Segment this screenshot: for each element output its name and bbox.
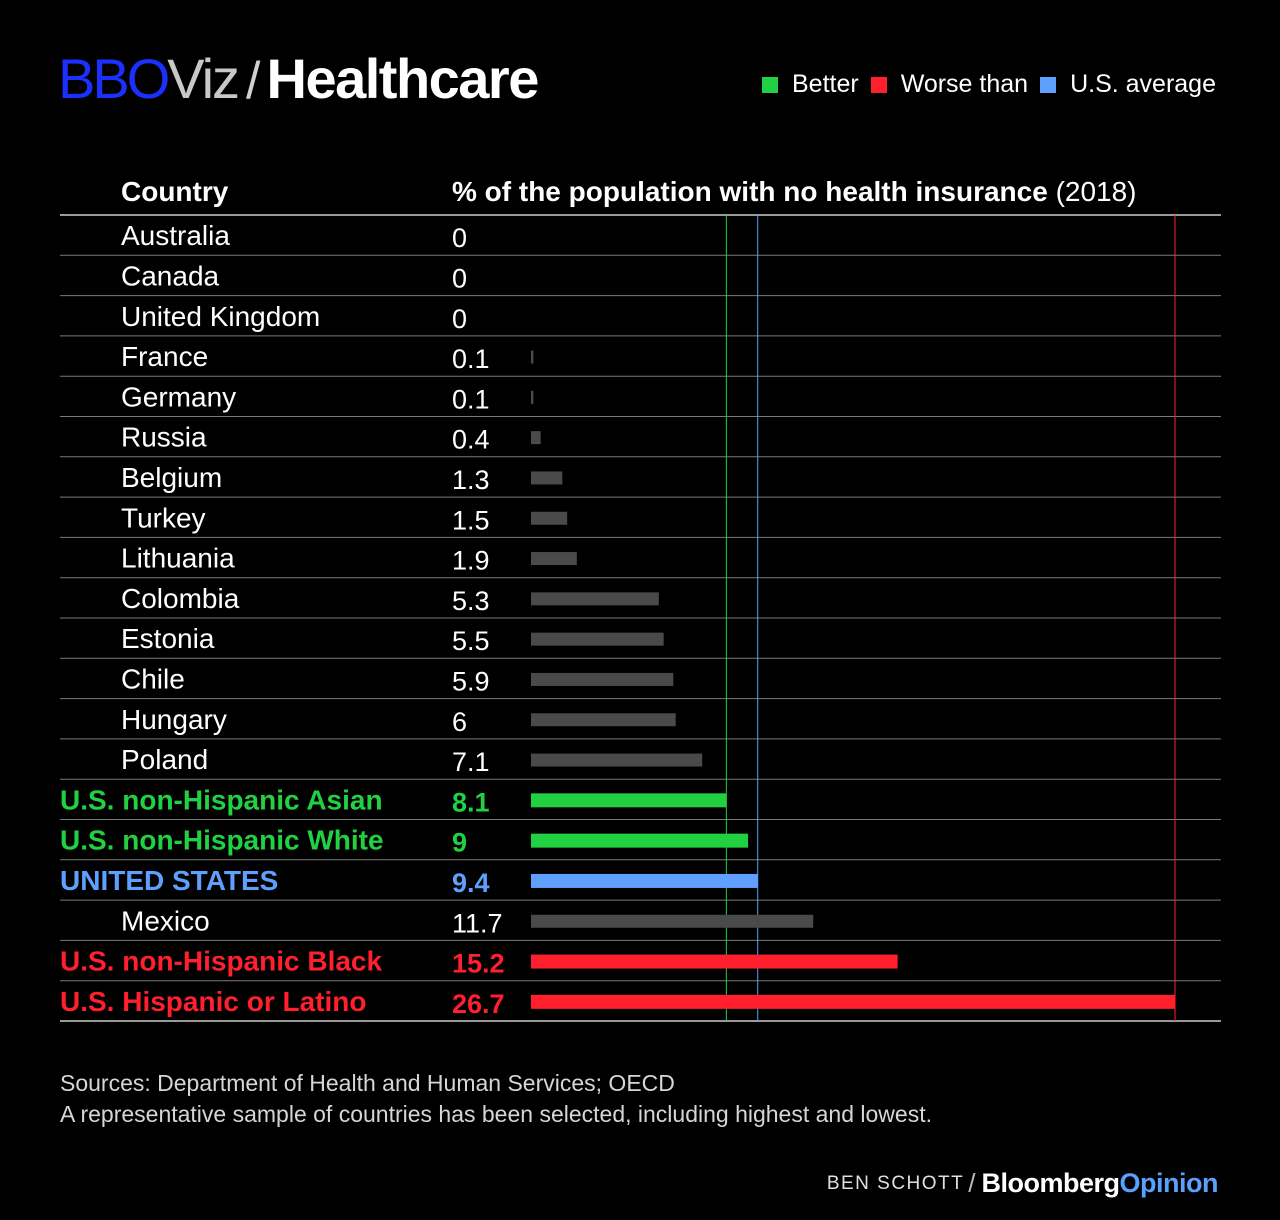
value-label: 0.4 (452, 425, 490, 455)
value-label: 0.1 (452, 344, 490, 374)
value-label: 7.1 (452, 747, 490, 777)
category-label: Hungary (121, 704, 227, 735)
legend-swatch-better (761, 76, 778, 93)
publisher-suffix: Opinion (1119, 1168, 1219, 1198)
bar (531, 672, 674, 686)
category-label: Germany (121, 381, 236, 412)
category-label: United Kingdom (121, 301, 320, 332)
category-label: UNITED STATES (60, 865, 278, 896)
value-label: 26.7 (452, 989, 505, 1019)
legend-label-better: Better (791, 70, 859, 98)
brand-name: BBO (58, 47, 170, 110)
category-label: U.S. non-Hispanic Asian (60, 784, 383, 815)
value-label: 5.3 (452, 586, 490, 616)
bar (531, 994, 1175, 1009)
bar (531, 793, 727, 808)
legend-swatch-us-average (1040, 76, 1057, 93)
category-label: U.S. non-Hispanic White (60, 825, 384, 856)
category-label: Belgium (121, 462, 222, 493)
value-label: 1.3 (452, 465, 490, 495)
bar (531, 914, 814, 928)
bar (531, 954, 898, 969)
value-label: 5.9 (452, 666, 490, 696)
category-label: Poland (121, 744, 208, 775)
author-name: BEN SCHOTT (826, 1172, 965, 1194)
value-label: 0 (452, 223, 467, 253)
topic-title: Healthcare (266, 47, 540, 110)
value-label: 1.9 (452, 546, 490, 576)
credit-separator: / (968, 1168, 976, 1198)
bar (531, 390, 534, 404)
category-label: U.S. non-Hispanic Black (60, 946, 382, 977)
brand-suffix: Viz (167, 47, 240, 110)
category-label: Canada (121, 260, 220, 291)
category-label: France (121, 341, 208, 372)
bar (531, 350, 534, 364)
column-header-country: Country (121, 176, 229, 207)
sources-note: Sources: Department of Health and Human … (60, 1070, 675, 1096)
legend-label-us-average: U.S. average (1070, 70, 1216, 98)
value-label: 11.7 (452, 908, 503, 938)
bar (531, 833, 749, 848)
value-label: 9 (452, 828, 467, 858)
category-label: Mexico (121, 905, 210, 936)
bar (531, 431, 541, 445)
legend-swatch-worse (870, 76, 887, 93)
category-label: Estonia (121, 623, 215, 654)
value-label: 0.1 (452, 384, 490, 414)
value-label: 0 (452, 263, 467, 293)
bar (531, 713, 676, 727)
value-label: 0 (452, 304, 467, 334)
value-label: 1.5 (452, 505, 490, 535)
legend: Better Worse than U.S. average (761, 70, 1216, 99)
bar (531, 632, 664, 646)
bar (531, 873, 758, 888)
category-label: U.S. Hispanic or Latino (60, 986, 366, 1017)
metric-year: (2018) (1055, 176, 1137, 207)
category-label: Australia (121, 220, 230, 251)
bar (531, 592, 659, 606)
sample-note: A representative sample of countries has… (60, 1101, 932, 1127)
value-label: 6 (452, 707, 467, 737)
category-label: Chile (121, 663, 185, 694)
bar (531, 471, 563, 485)
category-label: Turkey (121, 502, 206, 533)
credit-line: BEN SCHOTT / Bloomberg Opinion (826, 1168, 1219, 1199)
title-separator: / (246, 52, 261, 110)
bar (531, 753, 703, 767)
value-label: 15.2 (452, 949, 505, 979)
value-label: 8.1 (452, 787, 490, 817)
value-label: 9.4 (452, 868, 490, 898)
category-label: Colombia (121, 583, 240, 614)
category-label: Lithuania (121, 543, 235, 574)
value-label: 5.5 (452, 626, 490, 656)
publisher-logo: Bloomberg (981, 1168, 1121, 1198)
metric-label: % of the population with no health insur… (452, 176, 1048, 207)
category-label: Russia (121, 422, 207, 453)
bar (531, 511, 568, 525)
column-header-metric: % of the population with no health insur… (452, 176, 1137, 208)
page-title: BBOViz / Healthcare (58, 44, 540, 114)
legend-label-worse: Worse than (900, 70, 1029, 98)
bar (531, 552, 577, 566)
